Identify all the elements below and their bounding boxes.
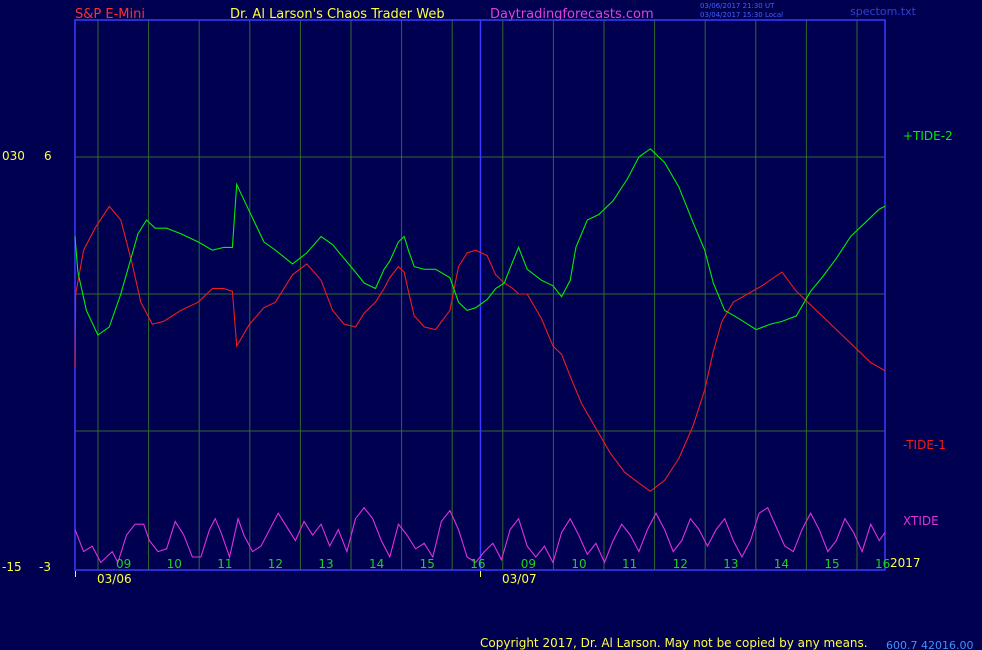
y-axis-lower-left: -15 bbox=[2, 560, 22, 574]
plus-tide-series-line bbox=[74, 148, 886, 336]
timestamp-ut: 03/06/2017 21:30 UT bbox=[700, 2, 775, 10]
xtide-series-line bbox=[74, 506, 886, 564]
x-hour-label: 13 bbox=[723, 557, 738, 571]
x-hour-label: 16 bbox=[875, 557, 890, 571]
footer-code: 600.7 42016.00 bbox=[886, 639, 973, 650]
x-hour-label: 14 bbox=[774, 557, 789, 571]
y-axis-upper-right: 6 bbox=[44, 149, 52, 163]
file-label: spectom.txt bbox=[850, 5, 917, 18]
x-hour-label: 10 bbox=[167, 557, 182, 571]
x-hour-label: 15 bbox=[420, 557, 435, 571]
x-axis-labels: 09 10 11 12 13 14 15 16 09 10 11 12 13 14 15 16 bbox=[116, 557, 890, 571]
site-link[interactable]: Daytradingforecasts.com bbox=[490, 7, 654, 22]
x-hour-label: 13 bbox=[318, 557, 333, 571]
date-label-1: 03/06 bbox=[97, 572, 132, 586]
y-axis-upper-left: 030 bbox=[2, 149, 25, 163]
x-hour-label: 09 bbox=[116, 557, 131, 571]
legend-plus-tide: +TIDE-2 bbox=[903, 129, 953, 143]
x-hour-label: 12 bbox=[673, 557, 688, 571]
legend-xtide: XTIDE bbox=[903, 514, 939, 528]
x-hour-label: 16 bbox=[470, 557, 485, 571]
author-title: Dr. Al Larson's Chaos Trader Web bbox=[230, 7, 445, 22]
y-axis-lower-right: -3 bbox=[39, 560, 51, 574]
x-hour-label: 09 bbox=[521, 557, 536, 571]
x-hour-label: 11 bbox=[622, 557, 637, 571]
x-hour-label: 12 bbox=[268, 557, 283, 571]
x-hour-label: 15 bbox=[824, 557, 839, 571]
legend-minus-tide: -TIDE-1 bbox=[903, 438, 946, 452]
copyright-text: Copyright 2017, Dr. Al Larson. May not b… bbox=[480, 636, 868, 650]
x-hour-label: 11 bbox=[217, 557, 232, 571]
grid-lines bbox=[75, 20, 885, 570]
x-hour-label: 10 bbox=[571, 557, 586, 571]
date-label-2: 03/07 bbox=[502, 572, 537, 586]
symbol-label: S&P E-Mini bbox=[75, 7, 145, 22]
timestamp-local: 03/04/2017 15:30 Local bbox=[700, 11, 783, 19]
x-hour-label: 14 bbox=[369, 557, 384, 571]
year-label: 2017 bbox=[890, 556, 921, 570]
